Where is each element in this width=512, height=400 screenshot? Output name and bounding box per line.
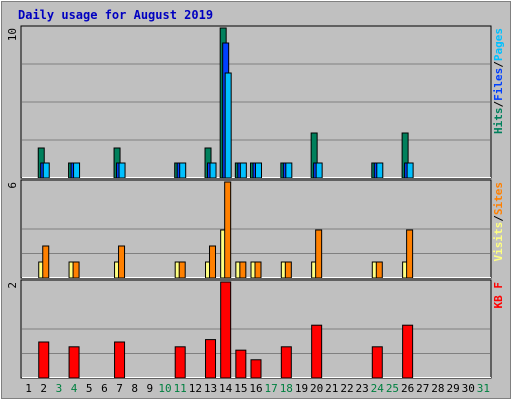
bar-sites-day-2 <box>42 245 50 279</box>
x-tick-label-day-26: 26 <box>401 382 414 395</box>
legend-text: Visits/Sites <box>492 182 505 262</box>
bar-kb-f-day-7 <box>114 341 126 379</box>
ymax-label-visits: 6 <box>6 182 19 189</box>
bar-sites-day-16 <box>254 261 262 279</box>
x-tick-label-day-30: 30 <box>462 382 475 395</box>
x-tick-label-day-7: 7 <box>116 382 123 395</box>
legend-visits: Visits <box>492 222 505 262</box>
x-tick-label-day-17: 17 <box>265 382 278 395</box>
panel-kbytes <box>20 279 492 379</box>
x-tick-label-day-19: 19 <box>295 382 308 395</box>
x-tick-label-day-22: 22 <box>340 382 353 395</box>
bar-pages-day-11 <box>179 162 187 179</box>
bar-kb-f-day-16 <box>250 359 262 379</box>
bar-sites-day-7 <box>118 245 126 279</box>
legend-separator: / <box>492 215 505 222</box>
bar-pages-day-4 <box>73 162 81 179</box>
bar-pages-day-13 <box>209 162 217 179</box>
bar-sites-day-24 <box>375 261 383 279</box>
x-tick-label-day-29: 29 <box>446 382 459 395</box>
legend-hits: Hits <box>492 108 505 135</box>
x-tick-label-day-10: 10 <box>158 382 171 395</box>
chart-title: Daily usage for August 2019 <box>18 8 213 22</box>
legend-sites: Sites <box>492 182 505 215</box>
legend-separator: / <box>492 101 505 108</box>
legend-separator: / <box>492 61 505 68</box>
legend-kbytes: KB F <box>492 282 505 309</box>
bar-kb-f-day-2 <box>38 341 50 379</box>
bar-kb-f-day-24 <box>371 346 383 379</box>
bar-pages-day-24 <box>376 162 384 179</box>
bar-sites-day-14 <box>224 181 232 279</box>
x-tick-label-day-4: 4 <box>71 382 78 395</box>
x-tick-label-day-9: 9 <box>147 382 154 395</box>
x-tick-label-day-24: 24 <box>371 382 385 395</box>
x-tick-label-day-3: 3 <box>56 382 63 395</box>
bar-sites-day-20 <box>315 229 323 279</box>
x-tick-label-day-5: 5 <box>86 382 93 395</box>
x-tick-label-day-15: 15 <box>234 382 247 395</box>
bar-pages-day-16 <box>255 162 262 179</box>
x-tick-label-day-21: 21 <box>325 382 338 395</box>
x-tick-label-day-2: 2 <box>40 382 47 395</box>
bar-sites-day-18 <box>284 261 292 279</box>
x-tick-label-day-18: 18 <box>280 382 293 395</box>
bar-kb-f-day-4 <box>68 346 80 379</box>
x-tick-label-day-6: 6 <box>101 382 108 395</box>
bar-sites-day-26 <box>406 229 414 279</box>
bar-kb-f-day-13 <box>205 339 217 379</box>
bar-kb-f-day-20 <box>311 324 323 379</box>
bar-pages-day-15 <box>239 162 247 179</box>
bar-pages-day-26 <box>406 162 414 179</box>
x-tick-label-day-16: 16 <box>249 382 262 395</box>
legend-text: KB F <box>492 282 505 309</box>
bar-pages-day-20 <box>315 162 323 179</box>
legend-files: Files <box>492 68 505 101</box>
bar-sites-day-13 <box>209 245 217 279</box>
bar-pages-day-2 <box>42 162 50 179</box>
bar-kb-f-day-15 <box>235 349 247 379</box>
legend-kb-f: KB F <box>492 282 505 309</box>
ymax-label-kbytes: 2 <box>6 282 19 289</box>
ymax-label-hits: 10 <box>6 28 19 41</box>
panel-visits-sites <box>20 179 492 279</box>
bar-kb-f-day-18 <box>280 346 292 379</box>
x-tick-label-day-27: 27 <box>416 382 429 395</box>
bar-pages-day-18 <box>285 162 293 179</box>
x-tick-label-day-11: 11 <box>174 382 187 395</box>
x-axis-day-labels: 1 2 3 4 5 6 7 8 9 10 11 12 13 14 15 16 17 18 19 20 21 22 23 24 2… <box>25 382 490 395</box>
bar-sites-day-4 <box>72 261 80 279</box>
bar-kb-f-day-14 <box>220 281 232 379</box>
x-tick-label-day-20: 20 <box>310 382 323 395</box>
x-tick-label-day-31: 31 <box>477 382 490 395</box>
x-tick-label-day-14: 14 <box>219 382 233 395</box>
bar-kb-f-day-11 <box>174 346 186 379</box>
legend-hits-files-pages: Hits/Files/Pages <box>492 28 505 134</box>
panel-hits-files-pages <box>20 25 492 179</box>
bar-pages-day-7 <box>118 162 126 179</box>
x-tick-label-day-23: 23 <box>356 382 369 395</box>
x-tick-label-day-1: 1 <box>25 382 32 395</box>
x-tick-label-day-12: 12 <box>189 382 202 395</box>
x-tick-label-day-28: 28 <box>431 382 444 395</box>
bar-sites-day-15 <box>239 261 247 279</box>
x-tick-label-day-13: 13 <box>204 382 217 395</box>
legend-text: Hits/Files/Pages <box>492 28 505 134</box>
bar-pages-day-14 <box>224 72 232 179</box>
bar-sites-day-11 <box>178 261 186 279</box>
legend-visits-sites: Visits/Sites <box>492 182 505 262</box>
legend-pages: Pages <box>492 28 505 61</box>
x-tick-label-day-8: 8 <box>131 382 138 395</box>
bar-kb-f-day-26 <box>402 324 414 379</box>
x-tick-label-day-25: 25 <box>386 382 399 395</box>
